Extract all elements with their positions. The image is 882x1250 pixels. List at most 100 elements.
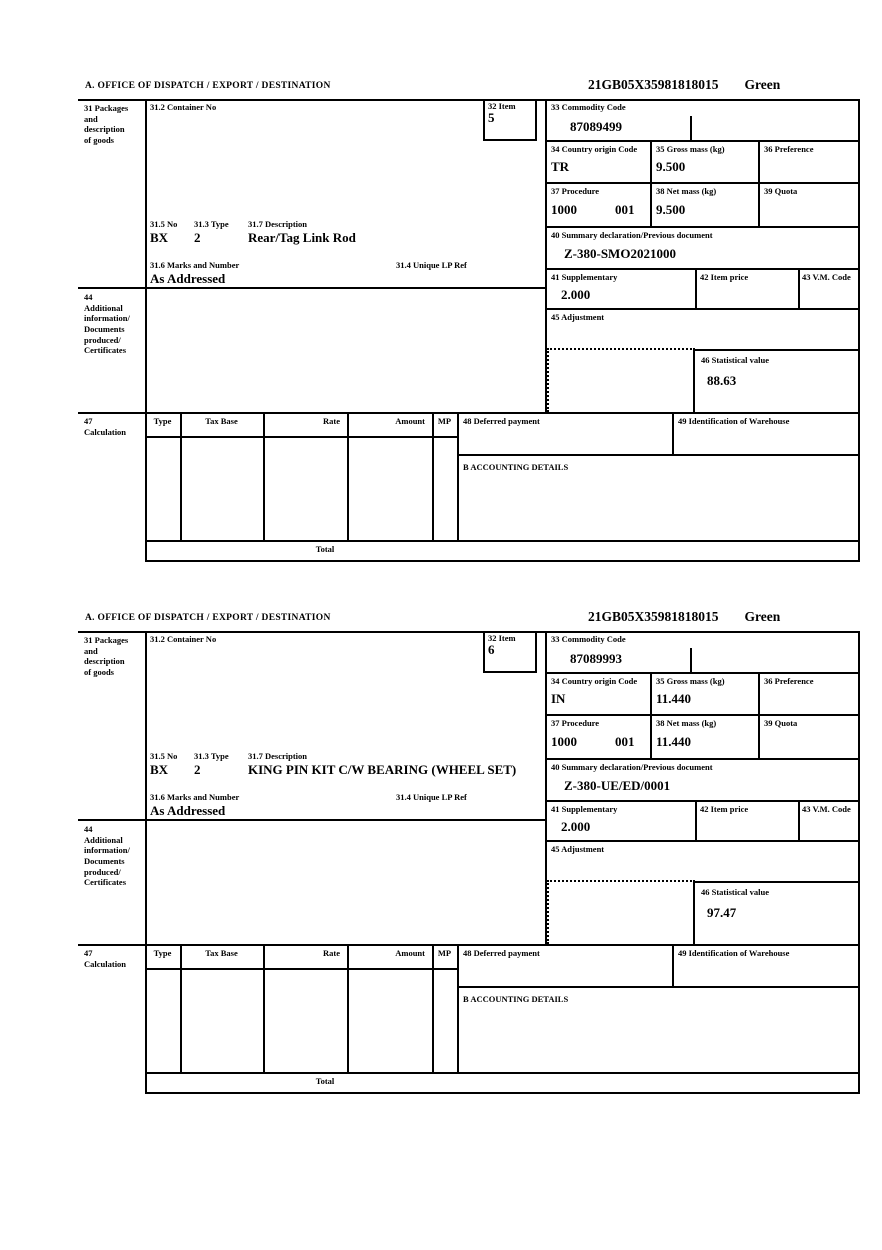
- procedure-code: 1000: [551, 734, 577, 749]
- left-column-divider: [145, 631, 147, 1092]
- calc-header-bottom-line: [145, 436, 457, 438]
- box31-2-label: 31.2 Container No: [150, 634, 217, 644]
- routing-status: Green: [744, 77, 781, 92]
- box31-4-label: 31.4 Unique LP Ref: [396, 792, 467, 802]
- calc-col-divider-4: [432, 412, 434, 540]
- statistical-value: 88.63: [707, 373, 737, 388]
- box47-label: 47 Calculation: [84, 948, 127, 969]
- box37-label: 37 Procedure: [551, 186, 600, 196]
- statistical-value: 97.47: [707, 905, 737, 920]
- gross-mass: 9.500: [656, 159, 686, 174]
- country-origin-code: TR: [551, 159, 570, 174]
- calc-row-top-line: [78, 944, 860, 946]
- box44-label: 44 Additional information/ Documents pro…: [84, 824, 130, 888]
- box45-label: 45 Adjustment: [551, 312, 605, 322]
- calc-table-right-border: [457, 412, 459, 540]
- country-origin-code: IN: [551, 691, 566, 706]
- box31-bottom-line: [78, 819, 545, 821]
- box41-42-divider: [695, 800, 697, 840]
- box38-label: 38 Net mass (kg): [656, 718, 717, 728]
- bottom-border: [145, 560, 860, 562]
- office-of-dispatch-heading: A. OFFICE OF DISPATCH / EXPORT / DESTINA…: [85, 81, 331, 91]
- box34-row-bottom-line: [545, 714, 860, 716]
- package-code: BX: [150, 230, 169, 245]
- box42-label: 42 Item price: [700, 272, 749, 282]
- box49-label: 49 Identification of Warehouse: [678, 948, 790, 958]
- calc-col-tax-base: Tax Base: [205, 416, 238, 426]
- box46-label: 46 Statistical value: [701, 355, 769, 365]
- calc-col-type: Type: [153, 416, 172, 426]
- commodity-code-divider: [690, 116, 692, 140]
- calc-col-divider-1: [180, 944, 182, 1072]
- calc-col-tax-base: Tax Base: [205, 948, 238, 958]
- box31-2-label: 31.2 Container No: [150, 102, 217, 112]
- package-type: 2: [194, 230, 201, 245]
- box38-label: 38 Net mass (kg): [656, 186, 717, 196]
- box36-label: 36 Preference: [764, 144, 814, 154]
- declaration-item-section: A. OFFICE OF DISPATCH / EXPORT / DESTINA…: [78, 76, 862, 568]
- total-row-top-line: [145, 540, 860, 542]
- calc-col-mp: MP: [437, 416, 452, 426]
- gross-mass: 11.440: [656, 691, 692, 706]
- mrn-status-line: 21GB05X35981818015 Green: [588, 609, 780, 625]
- box42-label: 42 Item price: [700, 804, 749, 814]
- box48-label: 48 Deferred payment: [463, 416, 540, 426]
- box34-row-bottom-line: [545, 182, 860, 184]
- calc-col-divider-3: [347, 944, 349, 1072]
- box48-row-bottom-line: [457, 454, 860, 456]
- bottom-border: [145, 1092, 860, 1094]
- box40-bottom-line: [545, 268, 860, 270]
- box32-item-box: 32 Item 6: [483, 631, 537, 673]
- box46-statistical-box: 46 Statistical value 88.63: [693, 349, 860, 412]
- left-column-divider: [145, 99, 147, 560]
- marks-and-numbers: As Addressed: [150, 271, 226, 286]
- box41-42-divider: [695, 268, 697, 308]
- box48-row-bottom-line: [457, 986, 860, 988]
- package-type: 2: [194, 762, 201, 777]
- accounting-details-label: B ACCOUNTING DETAILS: [463, 462, 569, 472]
- calc-col-divider-2: [263, 944, 265, 1072]
- adjustment-dotted-box: [547, 348, 695, 412]
- net-mass: 11.440: [656, 734, 692, 749]
- calc-col-mp: MP: [437, 948, 452, 958]
- box37-row-bottom-line: [545, 226, 860, 228]
- box31-5-label: 31.5 No: [150, 219, 178, 229]
- box39-label: 39 Quota: [764, 186, 798, 196]
- box31-3-label: 31.3 Type: [194, 751, 229, 761]
- supplementary-units: 2.000: [561, 819, 591, 834]
- declaration-item-section: A. OFFICE OF DISPATCH / EXPORT / DESTINA…: [78, 608, 862, 1100]
- box31-bottom-line: [78, 287, 545, 289]
- box44-label: 44 Additional information/ Documents pro…: [84, 292, 130, 356]
- box40-label: 40 Summary declaration/Previous document: [551, 762, 713, 772]
- box33-bottom-line: [545, 672, 860, 674]
- procedure-code: 1000: [551, 202, 577, 217]
- calc-col-rate: Rate: [323, 948, 340, 958]
- procedure-ext-code: 001: [615, 202, 635, 217]
- box40-label: 40 Summary declaration/Previous document: [551, 230, 713, 240]
- box31-6-label: 31.6 Marks and Number: [150, 260, 240, 270]
- box33-label: 33 Commodity Code: [551, 102, 626, 112]
- total-row-top-line: [145, 1072, 860, 1074]
- accounting-details-label: B ACCOUNTING DETAILS: [463, 994, 569, 1004]
- box40-bottom-line: [545, 800, 860, 802]
- calc-col-amount: Amount: [395, 416, 425, 426]
- box46-statistical-box: 46 Statistical value 97.47: [693, 881, 860, 944]
- box42-43-divider: [798, 800, 800, 840]
- box33-bottom-line: [545, 140, 860, 142]
- item-number: 6: [488, 642, 495, 657]
- calc-col-divider-3: [347, 412, 349, 540]
- calc-col-divider-1: [180, 412, 182, 540]
- box41-row-bottom-line: [545, 308, 860, 310]
- total-label: Total: [315, 544, 335, 554]
- calc-col-divider-2: [263, 412, 265, 540]
- box46-label: 46 Statistical value: [701, 887, 769, 897]
- box32-label: 32 Item: [488, 633, 516, 643]
- box32-item-box: 32 Item 5: [483, 99, 537, 141]
- goods-description: KING PIN KIT C/W BEARING (WHEEL SET): [248, 762, 517, 777]
- item-number: 5: [488, 110, 495, 125]
- box37-row-bottom-line: [545, 758, 860, 760]
- center-divider: [545, 99, 547, 412]
- top-border: [78, 99, 860, 101]
- calc-col-rate: Rate: [323, 416, 340, 426]
